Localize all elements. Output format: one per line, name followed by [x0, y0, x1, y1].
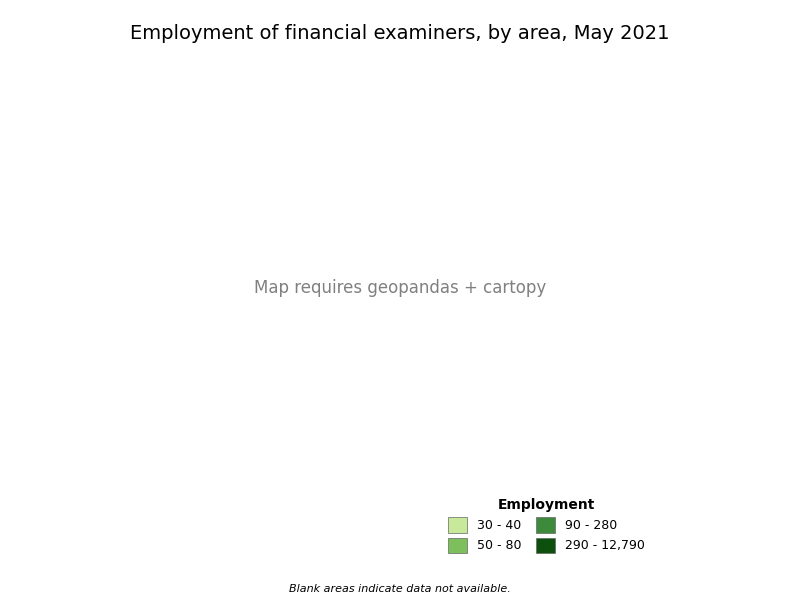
Text: Map requires geopandas + cartopy: Map requires geopandas + cartopy	[254, 279, 546, 297]
Text: Blank areas indicate data not available.: Blank areas indicate data not available.	[289, 584, 511, 594]
Text: Employment of financial examiners, by area, May 2021: Employment of financial examiners, by ar…	[130, 24, 670, 43]
Legend: 30 - 40, 50 - 80, 90 - 280, 290 - 12,790: 30 - 40, 50 - 80, 90 - 280, 290 - 12,790	[443, 493, 650, 558]
